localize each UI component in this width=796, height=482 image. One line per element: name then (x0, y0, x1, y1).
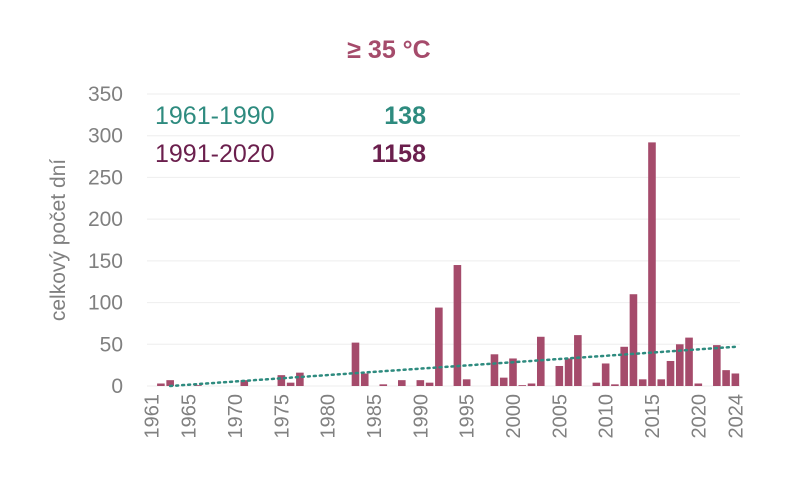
bar (657, 379, 666, 386)
y-tick-label: 0 (111, 375, 123, 398)
bar (685, 337, 693, 386)
x-tick-label: 2024 (725, 394, 747, 439)
x-tick-label: 1980 (318, 394, 340, 439)
bar (490, 354, 499, 386)
bar (574, 335, 582, 386)
bar (675, 344, 684, 386)
bar (435, 307, 443, 386)
bar (713, 345, 721, 386)
x-tick-label: 1975 (271, 394, 293, 439)
x-tick-label: 1990 (410, 394, 432, 439)
legend-value: 138 (384, 102, 426, 130)
grid (147, 93, 740, 387)
x-tick-label: 1961 (142, 394, 164, 439)
y-axis-label: celkový počet dní (47, 159, 70, 321)
bar (564, 358, 573, 386)
x-tick-labels: 1961 1965 1970 1975 1980 1985 1990 1995 2000 2005… (142, 394, 748, 439)
x-tick-label: 2010 (596, 394, 618, 439)
bar (601, 363, 610, 386)
bar (731, 373, 740, 386)
x-tick-label: 1965 (179, 394, 201, 439)
bar (286, 382, 295, 386)
x-tick-label: 2005 (549, 394, 571, 439)
y-tick-labels: 0 50 100 150 200 250 300 350 (88, 83, 123, 398)
bar (555, 365, 564, 386)
bar (499, 377, 508, 386)
legend-label: 1961-1990 (155, 102, 275, 130)
bar (722, 370, 730, 386)
bar (648, 142, 656, 386)
bar (416, 380, 425, 386)
x-tick-label: 2015 (642, 394, 664, 439)
y-tick-label: 250 (88, 166, 123, 189)
bar (527, 383, 536, 386)
bar (360, 373, 369, 386)
legend: 1961-1990 138 1991-2020 1158 (155, 102, 426, 168)
bar (620, 346, 628, 386)
y-tick-label: 350 (88, 83, 123, 106)
y-tick-label: 200 (88, 208, 123, 231)
bar (194, 385, 202, 386)
bar (425, 382, 434, 386)
y-tick-label: 300 (88, 125, 123, 148)
bar (398, 380, 406, 386)
x-tick-label: 2020 (688, 394, 710, 439)
bar (166, 380, 174, 386)
x-tick-label: 1970 (225, 394, 247, 439)
bar (592, 382, 601, 386)
legend-label: 1991-2020 (155, 140, 275, 168)
bar (379, 384, 388, 386)
bar (296, 372, 304, 386)
y-tick-label: 150 (88, 250, 123, 273)
bar (666, 360, 675, 386)
y-tick-label: 50 (100, 333, 123, 356)
y-tick-label: 100 (88, 292, 123, 315)
bar (462, 379, 471, 386)
trend-line-path (168, 345, 737, 388)
bar (277, 375, 286, 386)
x-tick-label: 2000 (503, 394, 525, 439)
legend-value: 1158 (372, 140, 426, 168)
bar (638, 379, 647, 386)
x-tick-label: 1995 (457, 394, 479, 439)
bar (518, 385, 527, 386)
bar (611, 384, 619, 386)
bar (351, 342, 360, 386)
bar (157, 383, 165, 386)
bar (694, 383, 703, 386)
bar (509, 358, 517, 386)
bar (629, 294, 638, 386)
bar (240, 380, 249, 386)
bar (453, 265, 462, 386)
trend-line (168, 345, 737, 388)
bars (157, 142, 740, 386)
chart-title: ≥ 35 °C (347, 36, 430, 64)
x-tick-label: 1985 (364, 394, 386, 439)
